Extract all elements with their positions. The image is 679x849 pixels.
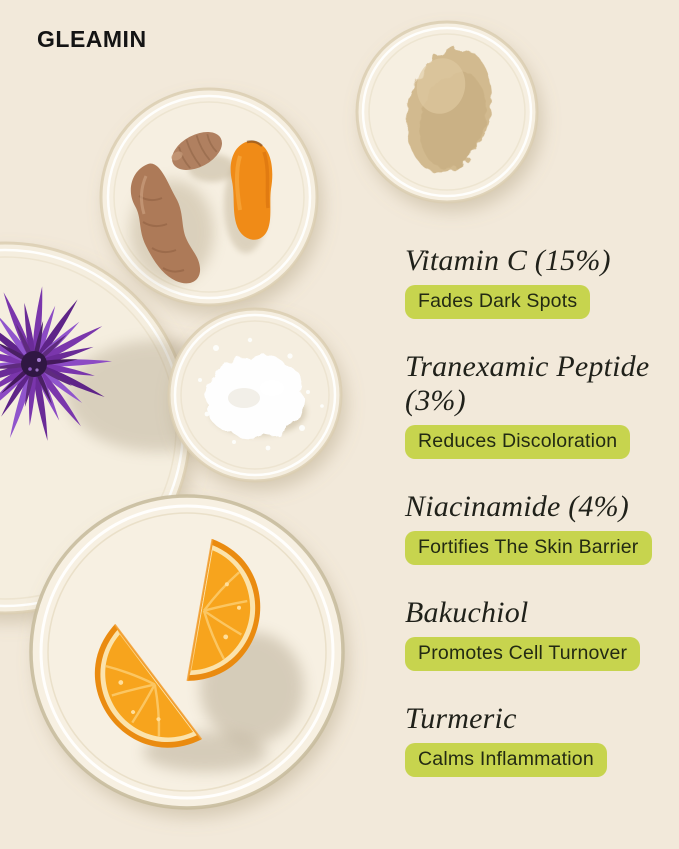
ingredient-benefit-badge: Reduces Discoloration bbox=[405, 425, 631, 459]
flower bbox=[0, 286, 113, 442]
tan-powder bbox=[406, 48, 492, 172]
ingredient-name: Niacinamide (4%) bbox=[405, 490, 629, 523]
turmeric-root-small bbox=[171, 132, 222, 170]
turmeric-cut-slice bbox=[230, 140, 273, 240]
ingredient-row: Turmeric Calms Inflammation bbox=[405, 702, 669, 777]
ingredient-row: Niacinamide (4%) Fortifies The Skin Barr… bbox=[405, 490, 669, 565]
petri-dish-vitamin-powder bbox=[355, 20, 539, 204]
flower-center bbox=[21, 351, 47, 377]
brand-logo: GLEAMIN bbox=[37, 26, 147, 52]
white-powder bbox=[198, 337, 324, 451]
ingredient-row: Vitamin C (15%) Fades Dark Spots bbox=[405, 244, 669, 319]
ingredient-name: Bakuchiol bbox=[405, 596, 529, 629]
ingredient-row: Bakuchiol Promotes Cell Turnover bbox=[405, 596, 669, 671]
ingredient-benefit-badge: Fades Dark Spots bbox=[405, 285, 591, 319]
ingredient-benefit-badge: Promotes Cell Turnover bbox=[405, 637, 641, 671]
petri-dish-white-powder bbox=[167, 307, 343, 483]
ingredient-benefit-badge: Fortifies The Skin Barrier bbox=[405, 531, 652, 565]
ingredient-list: Vitamin C (15%) Fades Dark Spots Tranexa… bbox=[405, 244, 669, 808]
ingredient-benefit-badge: Calms Inflammation bbox=[405, 743, 607, 777]
ingredient-name: Turmeric bbox=[405, 702, 517, 735]
ingredient-name: Tranexamic Peptide (3%) bbox=[405, 350, 650, 417]
petri-dish-orange bbox=[29, 494, 345, 810]
ingredient-name: Vitamin C (15%) bbox=[405, 244, 611, 277]
petri-dish-turmeric bbox=[99, 87, 319, 307]
ingredient-row: Tranexamic Peptide (3%) Reduces Discolor… bbox=[405, 350, 669, 459]
turmeric-root-large bbox=[130, 163, 201, 284]
